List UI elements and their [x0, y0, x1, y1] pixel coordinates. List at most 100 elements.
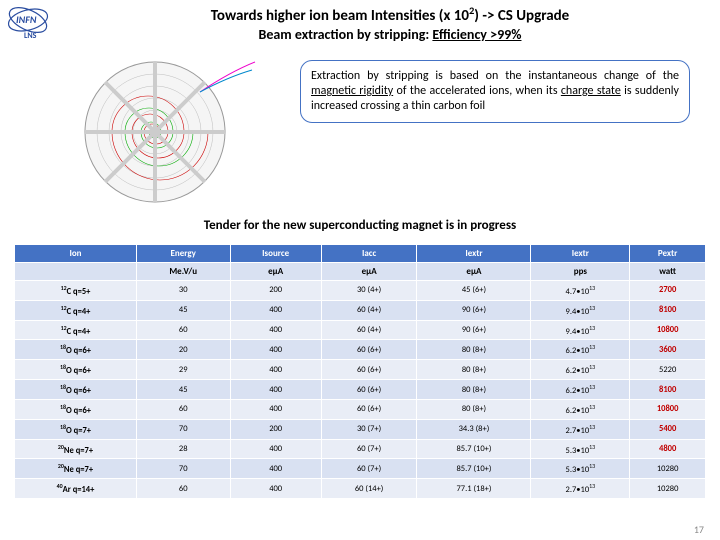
iextr-pps-cell: 2.7•1013	[531, 419, 630, 439]
data-cell: 400	[230, 380, 321, 400]
data-cell: 30 (7+)	[321, 419, 417, 439]
data-cell: 80 (8+)	[417, 360, 531, 380]
infn-logo: INFN LNS	[6, 6, 60, 42]
pextr-cell: 10800	[630, 320, 706, 340]
table-unit-cell	[15, 263, 137, 281]
cyclotron-diagram	[40, 52, 270, 212]
pextr-cell: 10280	[630, 479, 706, 499]
iextr-pps-cell: 4.7•1013	[531, 281, 630, 301]
pextr-cell: 8100	[630, 380, 706, 400]
data-cell: 60	[136, 479, 230, 499]
ion-data-table: IonEnergyIsourceIaccIextrIextrPextr Me.V…	[14, 244, 706, 499]
svg-text:LNS: LNS	[24, 31, 37, 41]
data-cell: 80 (8+)	[417, 399, 531, 419]
data-cell: 400	[230, 340, 321, 360]
title-line-1: Towards higher ion beam Intensities (x 1…	[70, 4, 710, 25]
data-cell: 60 (6+)	[321, 360, 417, 380]
iextr-pps-cell: 6.2•1013	[531, 380, 630, 400]
data-cell: 60	[136, 399, 230, 419]
ion-cell: 18O q=6+	[15, 340, 137, 360]
table-unit-cell: Me.V/u	[136, 263, 230, 281]
table-header-cell: Iextr	[417, 245, 531, 263]
data-cell: 29	[136, 360, 230, 380]
table-unit-cell: eμA	[321, 263, 417, 281]
pextr-cell: 10280	[630, 459, 706, 479]
table-header-cell: Pextr	[630, 245, 706, 263]
data-cell: 400	[230, 320, 321, 340]
table-row: 18O q=6+2940060 (6+)80 (8+)6.2•10135220	[15, 360, 706, 380]
table-header-cell: Isource	[230, 245, 321, 263]
data-cell: 400	[230, 459, 321, 479]
data-cell: 60 (7+)	[321, 459, 417, 479]
table-row: 12C q=4+4540060 (4+)90 (6+)9.4•10138100	[15, 300, 706, 320]
slide-number: 17	[694, 523, 704, 536]
iextr-pps-cell: 2.7•1013	[531, 479, 630, 499]
data-cell: 28	[136, 439, 230, 459]
data-cell: 77.1 (18+)	[417, 479, 531, 499]
table-unit-cell: eμA	[417, 263, 531, 281]
ion-cell: 18O q=6+	[15, 380, 137, 400]
data-cell: 45	[136, 380, 230, 400]
pextr-cell: 3600	[630, 340, 706, 360]
svg-text:INFN: INFN	[16, 13, 37, 26]
pextr-cell: 5220	[630, 360, 706, 380]
data-cell: 400	[230, 360, 321, 380]
ion-cell: 20Ne q=7+	[15, 439, 137, 459]
data-cell: 45	[136, 300, 230, 320]
ion-cell: 12C q=4+	[15, 320, 137, 340]
iextr-pps-cell: 5.3•1013	[531, 459, 630, 479]
data-cell: 60 (14+)	[321, 479, 417, 499]
data-cell: 200	[230, 281, 321, 301]
ion-cell: 20Ne q=7+	[15, 459, 137, 479]
data-cell: 400	[230, 479, 321, 499]
data-cell: 60 (4+)	[321, 300, 417, 320]
table-body: 12C q=5+3020030 (4+)45 (6+)4.7•101327001…	[15, 281, 706, 499]
data-cell: 60 (4+)	[321, 320, 417, 340]
ion-cell: 12C q=4+	[15, 300, 137, 320]
iextr-pps-cell: 6.2•1013	[531, 360, 630, 380]
pextr-cell: 4800	[630, 439, 706, 459]
data-cell: 80 (8+)	[417, 380, 531, 400]
data-cell: 400	[230, 300, 321, 320]
pextr-cell: 8100	[630, 300, 706, 320]
description-box: Extraction by stripping is based on the …	[300, 60, 690, 123]
table-header-cell: Iextr	[531, 245, 630, 263]
iextr-pps-cell: 6.2•1013	[531, 399, 630, 419]
data-cell: 400	[230, 439, 321, 459]
data-cell: 85.7 (10+)	[417, 439, 531, 459]
data-cell: 60 (6+)	[321, 399, 417, 419]
data-cell: 90 (6+)	[417, 320, 531, 340]
ion-cell: 18O q=7+	[15, 419, 137, 439]
table-header-row-1: IonEnergyIsourceIaccIextrIextrPextr	[15, 245, 706, 263]
table-unit-cell: eμA	[230, 263, 321, 281]
data-cell: 30 (4+)	[321, 281, 417, 301]
data-cell: 70	[136, 419, 230, 439]
table-header-row-2: Me.V/ueμAeμAeμAppswatt	[15, 263, 706, 281]
pextr-cell: 5400	[630, 419, 706, 439]
data-cell: 60	[136, 320, 230, 340]
data-cell: 80 (8+)	[417, 340, 531, 360]
data-cell: 90 (6+)	[417, 300, 531, 320]
slide-title: Towards higher ion beam Intensities (x 1…	[70, 4, 710, 43]
ion-cell: 40Ar q=14+	[15, 479, 137, 499]
iextr-pps-cell: 9.4•1013	[531, 320, 630, 340]
tender-caption: Tender for the new superconducting magne…	[0, 218, 720, 233]
data-cell: 400	[230, 399, 321, 419]
table-row: 18O q=6+6040060 (6+)80 (8+)6.2•101310800	[15, 399, 706, 419]
table-row: 40Ar q=14+6040060 (14+)77.1 (18+)2.7•101…	[15, 479, 706, 499]
title-line-2: Beam extraction by stripping: Efficiency…	[70, 26, 710, 43]
table-row: 18O q=7+7020030 (7+)34.3 (8+)2.7•1013540…	[15, 419, 706, 439]
table-row: 20Ne q=7+7040060 (7+)85.7 (10+)5.3•10131…	[15, 459, 706, 479]
table-row: 18O q=6+4540060 (6+)80 (8+)6.2•10138100	[15, 380, 706, 400]
table-header-cell: Energy	[136, 245, 230, 263]
table-unit-cell: pps	[531, 263, 630, 281]
table-row: 12C q=4+6040060 (4+)90 (6+)9.4•101310800	[15, 320, 706, 340]
ion-cell: 12C q=5+	[15, 281, 137, 301]
iextr-pps-cell: 6.2•1013	[531, 340, 630, 360]
ion-cell: 18O q=6+	[15, 360, 137, 380]
table-row: 18O q=6+2040060 (6+)80 (8+)6.2•10133600	[15, 340, 706, 360]
data-cell: 60 (7+)	[321, 439, 417, 459]
data-cell: 60 (6+)	[321, 380, 417, 400]
data-cell: 200	[230, 419, 321, 439]
table-header-cell: Iacc	[321, 245, 417, 263]
